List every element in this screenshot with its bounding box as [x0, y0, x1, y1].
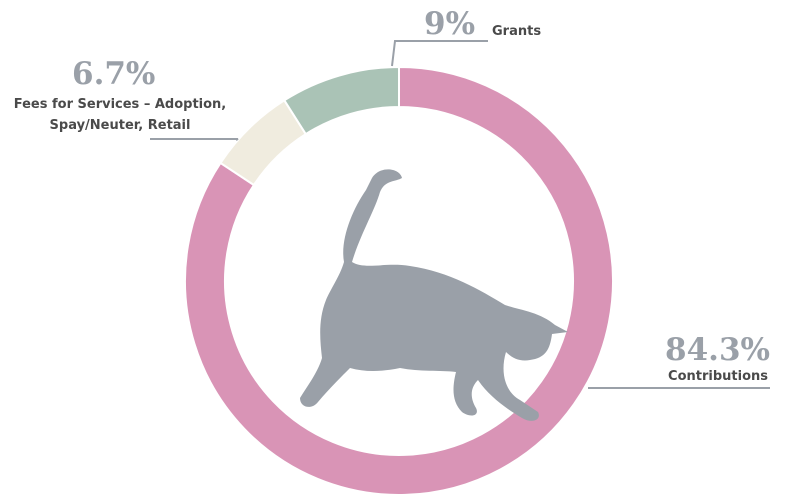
leader-line — [392, 41, 488, 66]
donut-segment — [284, 67, 399, 134]
value-label: 9% — [424, 8, 475, 40]
category-label: Contributions — [668, 366, 768, 387]
page: 84.3%Contributions 6.7% Fees for Services … — [0, 0, 790, 496]
category-label: Fees for Services – Adoption, Spay/Neute… — [4, 94, 236, 136]
value-label: 84.3% — [665, 334, 770, 366]
cat-illustration — [300, 169, 568, 421]
value-label: 6.7% — [72, 58, 155, 90]
category-label: Grants — [492, 21, 541, 42]
leader-line — [150, 139, 238, 140]
